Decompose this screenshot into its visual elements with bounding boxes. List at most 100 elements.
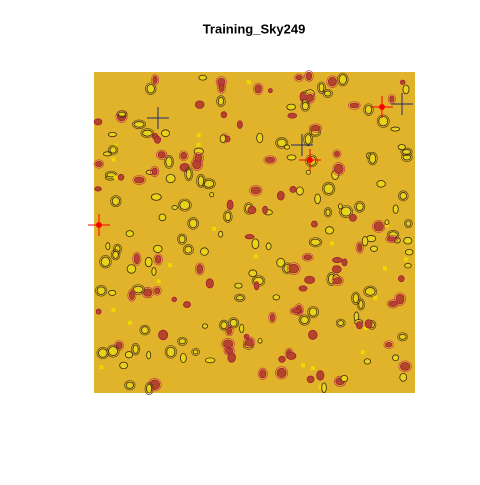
- galaxy: [220, 321, 228, 330]
- galaxy-ring: [268, 311, 277, 324]
- galaxy-ring: [182, 244, 194, 256]
- galaxy-ring: [253, 82, 264, 95]
- galaxy: [401, 149, 412, 155]
- galaxy: [248, 269, 258, 278]
- galaxy: [247, 205, 257, 215]
- sky-patch: [168, 263, 173, 268]
- galaxy-ring: [386, 299, 399, 309]
- galaxy-ring: [234, 293, 246, 302]
- sky-patch: [330, 241, 335, 246]
- galaxy: [287, 112, 298, 119]
- galaxy: [390, 126, 401, 132]
- galaxy: [385, 341, 393, 348]
- galaxy: [304, 134, 312, 145]
- galaxy-ring: [144, 382, 154, 396]
- galaxy: [340, 374, 349, 383]
- galaxy: [158, 213, 167, 222]
- galaxy-ring: [115, 110, 128, 123]
- galaxy: [364, 104, 373, 115]
- galaxy: [225, 347, 234, 355]
- sky-patch: [196, 142, 201, 147]
- galaxy: [301, 101, 309, 111]
- chart-title: Training_Sky249: [203, 21, 306, 36]
- galaxy: [257, 338, 263, 344]
- galaxy: [236, 120, 243, 129]
- sky-patch: [246, 80, 251, 85]
- galaxy-ring: [385, 234, 399, 244]
- galaxy: [209, 192, 215, 198]
- galaxy-ring: [184, 167, 194, 182]
- galaxy-contours: [93, 70, 414, 396]
- galaxy: [355, 202, 364, 212]
- galaxy: [142, 129, 153, 137]
- galaxy-ring: [156, 149, 168, 160]
- galaxy-ring: [95, 284, 108, 297]
- galaxy: [388, 300, 398, 307]
- galaxy-ring: [275, 137, 289, 149]
- galaxy: [316, 370, 325, 381]
- galaxy: [179, 352, 187, 363]
- galaxy: [171, 296, 177, 302]
- galaxy: [158, 329, 169, 341]
- galaxy: [106, 172, 116, 178]
- galaxy-ring: [99, 255, 112, 269]
- galaxy: [125, 381, 134, 389]
- galaxy: [355, 321, 363, 330]
- galaxy: [219, 134, 227, 143]
- galaxy-ring: [224, 325, 234, 337]
- galaxy: [125, 230, 134, 238]
- galaxy: [404, 248, 414, 256]
- galaxy-ring: [243, 336, 256, 349]
- galaxy: [109, 146, 117, 154]
- galaxy: [183, 301, 191, 309]
- galaxy-ring: [150, 166, 160, 177]
- galaxy: [197, 175, 205, 187]
- galaxy: [144, 256, 153, 268]
- galaxy: [171, 205, 178, 210]
- galaxy: [337, 203, 343, 210]
- galaxy-ring: [363, 285, 378, 298]
- galaxy: [151, 267, 157, 276]
- galaxy: [93, 118, 103, 126]
- galaxy: [402, 154, 412, 161]
- galaxy: [250, 186, 261, 195]
- galaxy: [378, 116, 389, 127]
- galaxy-ring: [106, 344, 120, 358]
- galaxy: [305, 71, 313, 81]
- galaxy: [278, 355, 286, 363]
- galaxy: [286, 154, 297, 161]
- galaxy-ring: [193, 152, 204, 164]
- galaxy-ring: [178, 150, 189, 162]
- galaxy: [341, 258, 348, 267]
- galaxy-ring: [394, 292, 406, 306]
- galaxy: [332, 257, 343, 264]
- galaxy: [95, 308, 102, 315]
- galaxy: [204, 357, 216, 364]
- galaxy: [108, 289, 117, 296]
- galaxy: [276, 367, 287, 378]
- galaxy: [244, 338, 254, 347]
- galaxy: [201, 323, 209, 329]
- galaxy-ring: [110, 249, 121, 261]
- sky-patch: [403, 257, 408, 262]
- sky-patch: [310, 366, 315, 371]
- galaxy-ring: [131, 343, 141, 356]
- galaxy-ring: [304, 70, 314, 82]
- galaxy-ring: [110, 195, 122, 208]
- true-halo: [298, 148, 321, 171]
- galaxy: [165, 156, 173, 168]
- galaxy: [284, 144, 291, 150]
- galaxy: [334, 151, 340, 157]
- galaxy: [234, 282, 243, 289]
- sky-patch: [212, 226, 217, 231]
- galaxy-ring: [335, 318, 346, 328]
- galaxy: [254, 84, 262, 94]
- galaxy: [403, 236, 413, 245]
- galaxy: [288, 263, 299, 274]
- galaxy: [256, 132, 264, 144]
- galaxy-ring: [132, 175, 147, 185]
- galaxy: [286, 103, 296, 111]
- sky-patch: [156, 279, 161, 284]
- galaxy-ring: [286, 262, 301, 275]
- galaxy: [224, 135, 231, 143]
